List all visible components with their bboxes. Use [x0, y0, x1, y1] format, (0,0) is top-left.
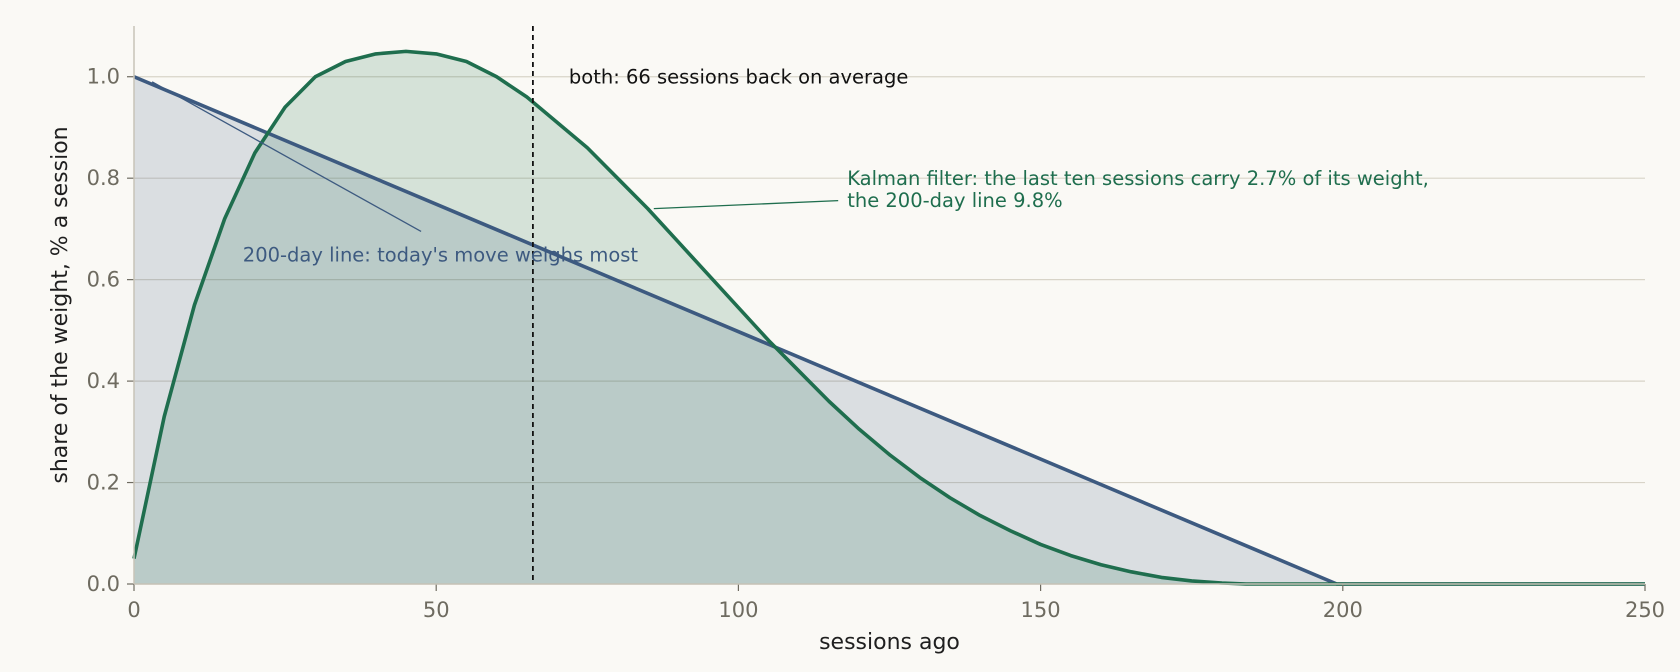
x-tick-label: 200: [1323, 598, 1363, 622]
x-axis-label: sessions ago: [819, 630, 960, 655]
x-tick-label: 250: [1625, 598, 1665, 622]
area-fills: [134, 51, 1645, 585]
x-tick-label: 0: [127, 598, 140, 622]
kalman-annotation-line: the 200-day line 9.8%: [847, 189, 1062, 212]
y-tick-label: 0.2: [87, 471, 120, 495]
y-tick-label: 0.0: [87, 572, 120, 596]
x-tick-label: 100: [718, 598, 758, 622]
kalman-annotation-leader: [653, 199, 839, 210]
mean-lag-label: both: 66 sessions back on average: [569, 66, 909, 89]
sma-area: [134, 76, 1645, 584]
axes: [127, 26, 1646, 591]
sma-annotation-leader: [151, 81, 422, 233]
y-tick-label: 1.0: [87, 65, 120, 89]
annotations: 200-day line: today's move weighs most Ka…: [151, 81, 1429, 266]
reference-line-group: both: 66 sessions back on average: [532, 26, 909, 584]
x-tick-label: 50: [423, 598, 450, 622]
kalman-annotation: Kalman filter: the last ten sessions car…: [847, 167, 1429, 212]
kalman-line: [132, 49, 1645, 586]
y-tick-label: 0.8: [87, 166, 120, 190]
x-tick-label: 150: [1021, 598, 1061, 622]
sma-annotation: 200-day line: today's move weighs most: [243, 243, 639, 266]
y-tick-label: 0.4: [87, 369, 120, 393]
kalman-annotation-line: Kalman filter: the last ten sessions car…: [847, 167, 1429, 190]
y-tick-label: 0.6: [87, 268, 120, 292]
tick-labels: 0.0 0.2 0.4 0.6 0.8 1.0 0 50 100 150 200 250: [87, 65, 1665, 622]
y-axis-label: share of the weight, % a session: [48, 126, 73, 483]
kalman-area: [134, 51, 1645, 585]
